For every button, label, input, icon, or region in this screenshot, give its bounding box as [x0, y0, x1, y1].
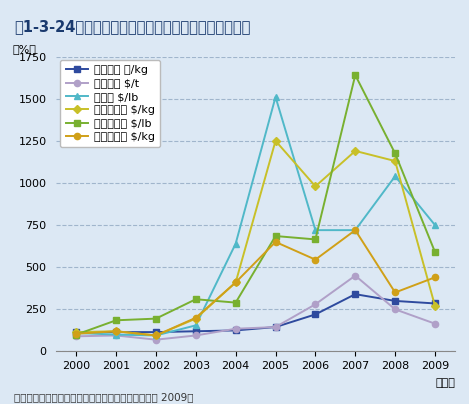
モリブデン $/kg [392, 159, 398, 164]
リチウム 円/kg [312, 312, 318, 317]
Line: モリブデン $/kg: モリブデン $/kg [73, 138, 438, 339]
モリブデン $/kg [432, 303, 438, 308]
インジウム $/kg [113, 329, 119, 334]
ニッケル $/t [312, 302, 318, 307]
セレン $/lb [272, 95, 278, 99]
Legend: リチウム 円/kg, ニッケル $/t, セレン $/lb, モリブデン $/kg, カドミウム $/lb, インジウム $/kg: リチウム 円/kg, ニッケル $/t, セレン $/lb, モリブデン $/k… [60, 59, 160, 147]
リチウム 円/kg [353, 292, 358, 297]
Text: （年）: （年） [435, 378, 455, 388]
Line: カドミウム $/lb: カドミウム $/lb [73, 72, 438, 338]
カドミウム $/lb [432, 250, 438, 255]
リチウム 円/kg [153, 330, 159, 335]
モリブデン $/kg [353, 149, 358, 154]
カドミウム $/lb [392, 151, 398, 156]
インジウム $/kg [233, 280, 239, 285]
カドミウム $/lb [233, 300, 239, 305]
Line: ニッケル $/t: ニッケル $/t [73, 273, 438, 343]
カドミウム $/lb [153, 316, 159, 321]
モリブデン $/kg [272, 139, 278, 143]
セレン $/lb [153, 333, 159, 338]
セレン $/lb [193, 323, 198, 328]
リチウム 円/kg [392, 299, 398, 303]
リチウム 円/kg [233, 328, 239, 333]
ニッケル $/t [153, 337, 159, 342]
リチウム 円/kg [272, 325, 278, 330]
Text: 図1-3-24　レアメタルの国際価格の推移（実勢価格）: 図1-3-24 レアメタルの国際価格の推移（実勢価格） [14, 19, 250, 34]
リチウム 円/kg [432, 301, 438, 306]
モリブデン $/kg [193, 316, 198, 321]
インジウム $/kg [272, 240, 278, 244]
カドミウム $/lb [193, 297, 198, 302]
カドミウム $/lb [73, 332, 79, 337]
セレン $/lb [392, 174, 398, 179]
インジウム $/kg [392, 290, 398, 295]
セレン $/lb [233, 241, 239, 246]
Line: リチウム 円/kg: リチウム 円/kg [73, 291, 438, 335]
セレン $/lb [432, 223, 438, 227]
カドミウム $/lb [272, 234, 278, 238]
セレン $/lb [113, 332, 119, 337]
ニッケル $/t [73, 334, 79, 339]
ニッケル $/t [113, 333, 119, 338]
ニッケル $/t [193, 333, 198, 338]
ニッケル $/t [233, 326, 239, 331]
インジウム $/kg [353, 228, 358, 233]
リチウム 円/kg [73, 330, 79, 335]
モリブデン $/kg [153, 333, 159, 338]
モリブデン $/kg [113, 329, 119, 334]
ニッケル $/t [353, 273, 358, 278]
カドミウム $/lb [113, 318, 119, 323]
Text: （%）: （%） [13, 44, 36, 54]
インジウム $/kg [153, 333, 159, 338]
モリブデン $/kg [73, 330, 79, 335]
セレン $/lb [353, 228, 358, 233]
カドミウム $/lb [353, 73, 358, 78]
インジウム $/kg [432, 275, 438, 280]
Text: 出典：日本メタル経済研究所「クリティカルメタル 2009」: 出典：日本メタル経済研究所「クリティカルメタル 2009」 [14, 392, 194, 402]
Line: インジウム $/kg: インジウム $/kg [73, 227, 438, 339]
カドミウム $/lb [312, 237, 318, 242]
インジウム $/kg [193, 316, 198, 320]
リチウム 円/kg [193, 329, 198, 334]
セレン $/lb [73, 330, 79, 335]
インジウム $/kg [73, 331, 79, 336]
Line: セレン $/lb: セレン $/lb [73, 94, 438, 339]
リチウム 円/kg [113, 330, 119, 335]
モリブデン $/kg [312, 184, 318, 189]
インジウム $/kg [312, 257, 318, 262]
セレン $/lb [312, 228, 318, 233]
ニッケル $/t [272, 325, 278, 330]
ニッケル $/t [432, 321, 438, 326]
モリブデン $/kg [233, 280, 239, 285]
ニッケル $/t [392, 307, 398, 312]
